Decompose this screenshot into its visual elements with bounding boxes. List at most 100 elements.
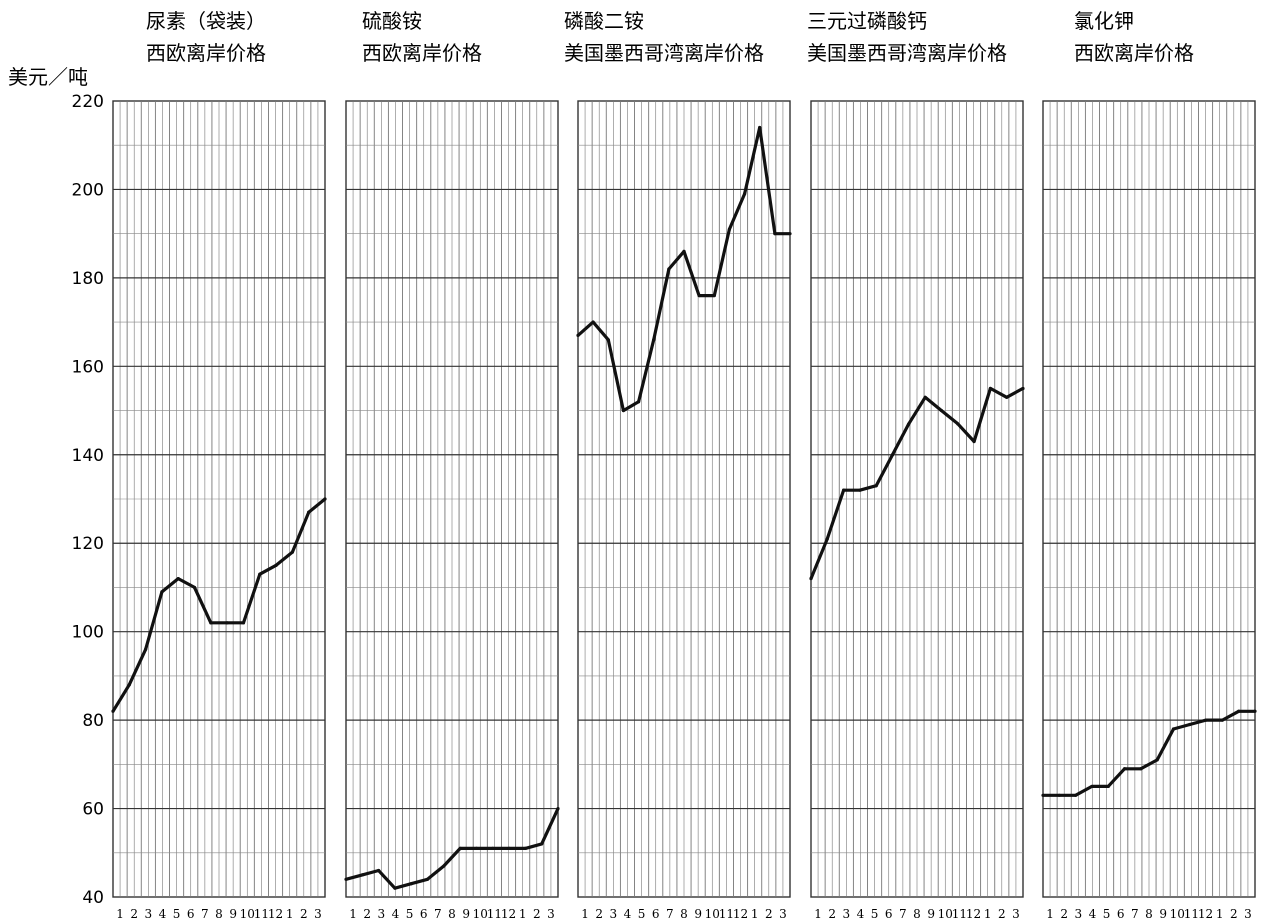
data-point [621, 408, 626, 413]
data-point [636, 400, 641, 404]
x-tick-label: 3 [779, 907, 787, 921]
data-point [1090, 784, 1094, 789]
series-line [809, 386, 1024, 580]
x-tick-label: 2 [1230, 907, 1238, 921]
data-point [1204, 718, 1208, 722]
x-tick-label: 4 [624, 907, 632, 921]
data-point [491, 846, 495, 850]
x-tick-label: 2 [1060, 907, 1068, 921]
series-line [1043, 709, 1255, 797]
data-point [225, 621, 229, 625]
data-point [425, 877, 430, 881]
panel-title-line: 硫酸铵 [362, 9, 422, 33]
y-tick-label: 60 [82, 800, 104, 820]
x-tick-label: 8 [680, 907, 688, 921]
x-tick-label: 4 [159, 907, 167, 921]
x-tick-label: 2 [130, 907, 138, 921]
y-tick-label: 220 [72, 92, 104, 112]
data-point [956, 422, 960, 426]
x-tick-label: 1 [286, 907, 294, 921]
data-point [474, 846, 479, 850]
x-tick-label: 12 [1198, 907, 1213, 921]
x-tick-label: 12 [268, 907, 283, 921]
data-point [409, 882, 413, 886]
x-tick-label: 1 [581, 907, 589, 921]
x-tick-label: 7 [434, 907, 442, 921]
x-tick-label: 3 [1075, 907, 1083, 921]
data-point [758, 125, 762, 130]
x-tick-label: 5 [638, 907, 646, 921]
data-point [540, 842, 544, 846]
data-point [192, 585, 197, 590]
x-tick-label: 3 [1012, 907, 1020, 921]
y-tick-label: 100 [72, 623, 104, 643]
x-tick-label: 7 [666, 907, 674, 921]
x-tick-label: 4 [857, 907, 865, 921]
x-tick-label: 2 [595, 907, 603, 921]
data-point [556, 806, 560, 811]
x-tick-label: 5 [871, 907, 879, 921]
data-point [591, 320, 595, 324]
data-point [874, 484, 878, 488]
x-tick-label: 6 [885, 907, 893, 921]
x-tick-label: 4 [392, 907, 400, 921]
panel-title-line: 西欧离岸价格 [146, 41, 266, 65]
data-point [773, 232, 777, 236]
data-point [1074, 793, 1078, 797]
x-tick-label: 8 [1145, 907, 1153, 921]
data-point [523, 846, 527, 850]
x-tick-label: 9 [1159, 907, 1167, 921]
x-tick-label: 2 [828, 907, 836, 921]
data-point [377, 868, 381, 873]
x-tick-label: 8 [913, 907, 921, 921]
data-point [111, 709, 115, 713]
x-tick-label: 9 [462, 907, 470, 921]
x-tick-label: 11 [719, 907, 734, 921]
data-point [1122, 767, 1127, 771]
x-tick-label: 6 [187, 907, 195, 921]
x-tick-label: 1 [984, 907, 992, 921]
x-tick-label: 11 [254, 907, 269, 921]
data-point [458, 846, 462, 850]
data-point [712, 293, 716, 298]
panel-title-line: 西欧离岸价格 [362, 41, 482, 65]
x-tick-label: 2 [765, 907, 773, 921]
data-point [323, 497, 327, 501]
x-tick-label: 2 [363, 907, 371, 921]
panel-title-line: 三元过磷酸钙 [807, 9, 927, 33]
x-tick-label: 3 [610, 907, 618, 921]
x-tick-label: 2 [533, 907, 541, 921]
series-line [111, 497, 327, 713]
panel-title-line: 磷酸二铵 [564, 9, 644, 33]
data-point [1106, 784, 1110, 789]
x-tick-label: 2 [998, 907, 1006, 921]
x-tick-label: 7 [1131, 907, 1139, 921]
x-tick-label: 5 [173, 907, 181, 921]
y-tick-label: 140 [72, 446, 104, 466]
x-tick-label: 1 [349, 907, 357, 921]
data-point [697, 293, 701, 298]
x-tick-label: 9 [694, 907, 702, 921]
y-axis-unit-label: 美元／吨 [8, 65, 88, 89]
x-tick-label: 3 [378, 907, 386, 921]
panel-title-line: 尿素（袋装） [146, 9, 266, 33]
data-point [1220, 718, 1224, 722]
data-point [241, 621, 246, 625]
data-point [1021, 386, 1025, 391]
data-point [1005, 395, 1009, 399]
x-tick-label: 8 [448, 907, 456, 921]
data-point [1139, 767, 1143, 771]
x-tick-label: 8 [215, 907, 223, 921]
x-tick-label: 11 [952, 907, 967, 921]
x-tick-label: 7 [201, 907, 209, 921]
data-point [858, 488, 862, 492]
y-tick-label: 40 [82, 888, 104, 908]
y-tick-label: 120 [72, 534, 104, 554]
panel-title-line: 氯化钾 [1074, 9, 1134, 33]
x-tick-label: 6 [652, 907, 660, 921]
